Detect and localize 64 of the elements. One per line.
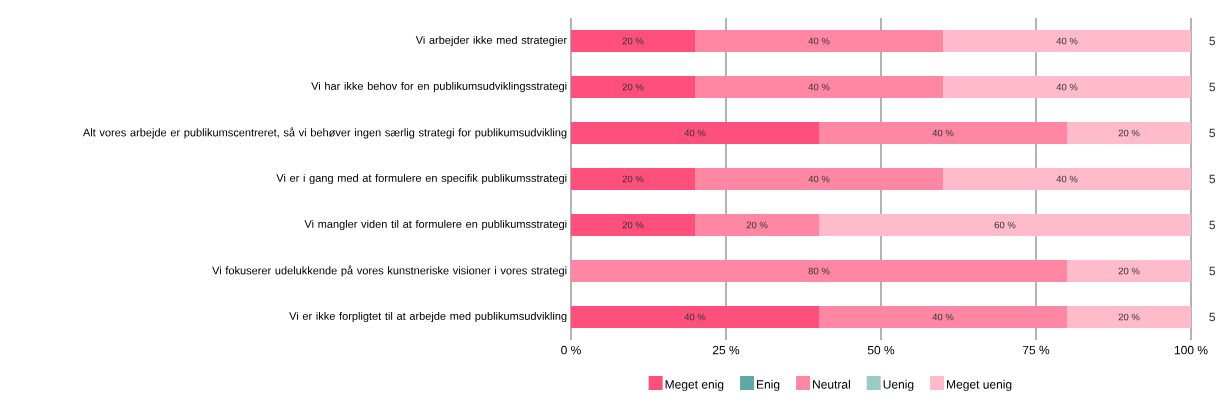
y-tick-label: Vi er i gang med at formulere en specifik publikumsstrategi	[276, 173, 567, 185]
bar	[695, 168, 943, 191]
text: 5	[1209, 174, 1216, 184]
y-tick-label: Vi mangler viden til at formulere en publikumsstrategi	[304, 219, 567, 231]
legend-label: Meget enig	[665, 379, 724, 392]
bar	[571, 76, 695, 99]
data-label: 20 %	[622, 37, 644, 45]
data-label: 60 %	[994, 221, 1016, 229]
bar	[695, 30, 943, 53]
text: 5	[1209, 36, 1216, 46]
data-label: 40 %	[932, 313, 954, 321]
y-tick-label: Vi arbejder ikke med strategier	[415, 35, 567, 47]
data-label: 40 %	[808, 83, 830, 91]
x-tick-label: 0 %	[561, 345, 581, 355]
data-label: 20 %	[1118, 129, 1140, 137]
text: 5	[1209, 128, 1216, 138]
text: 5	[1209, 82, 1216, 92]
data-label: 40 %	[808, 175, 830, 183]
data-label: 40 %	[808, 37, 830, 45]
text: 5	[1209, 220, 1216, 230]
data-label: 20 %	[746, 221, 768, 229]
x-tick-label: 75 %	[1022, 345, 1050, 355]
x-tick-label: 25 %	[712, 345, 740, 355]
data-label: 40 %	[932, 129, 954, 137]
bar	[1067, 260, 1191, 283]
bar	[571, 306, 819, 329]
bar	[571, 260, 1067, 283]
bar	[1067, 306, 1191, 329]
legend-label: Enig	[757, 379, 780, 392]
data-label: 80 %	[808, 267, 830, 275]
bar	[943, 30, 1191, 53]
bar	[819, 122, 1067, 145]
y-tick-label: Vi er ikke forpligtet til at arbejde med publikumsudvikling	[289, 311, 567, 323]
data-label: 20 %	[622, 175, 644, 183]
data-label: 40 %	[684, 129, 706, 137]
data-label: 20 %	[622, 83, 644, 91]
bar	[819, 214, 1191, 237]
data-label: 20 %	[1118, 267, 1140, 275]
data-label: 20 %	[1118, 313, 1140, 321]
y-tick-label: Vi fokuserer udelukkende på vores kunstneriske visioner i vores strategi	[212, 265, 567, 277]
data-label: 40 %	[1056, 37, 1078, 45]
x-tick-label: 100 %	[1174, 345, 1208, 355]
bar	[571, 214, 695, 237]
bar	[819, 306, 1067, 329]
text: 5	[1209, 312, 1216, 322]
data-label: 40 %	[1056, 175, 1078, 183]
bar	[943, 76, 1191, 99]
legend-label: Uenig	[883, 379, 914, 392]
bar	[571, 168, 695, 191]
text: 5	[1209, 266, 1216, 276]
y-tick-label: Alt vores arbejde er publikumscentreret, så vi behøver ingen særlig strategi for publikumsudvikling	[82, 127, 567, 139]
data-label: 20 %	[622, 221, 644, 229]
bar	[1067, 122, 1191, 145]
bar	[571, 122, 819, 145]
bar	[695, 214, 819, 237]
data-label: 40 %	[1056, 83, 1078, 91]
bar	[943, 168, 1191, 191]
bar	[571, 30, 695, 53]
legend-label: Neutral	[813, 379, 850, 389]
bar	[695, 76, 943, 99]
legend-label: Meget uenig	[947, 379, 1012, 392]
x-tick-label: 50 %	[867, 345, 895, 355]
data-label: 40 %	[684, 313, 706, 321]
y-tick-label: Vi har ikke behov for en publikumsudviklingsstrategi	[311, 81, 567, 93]
